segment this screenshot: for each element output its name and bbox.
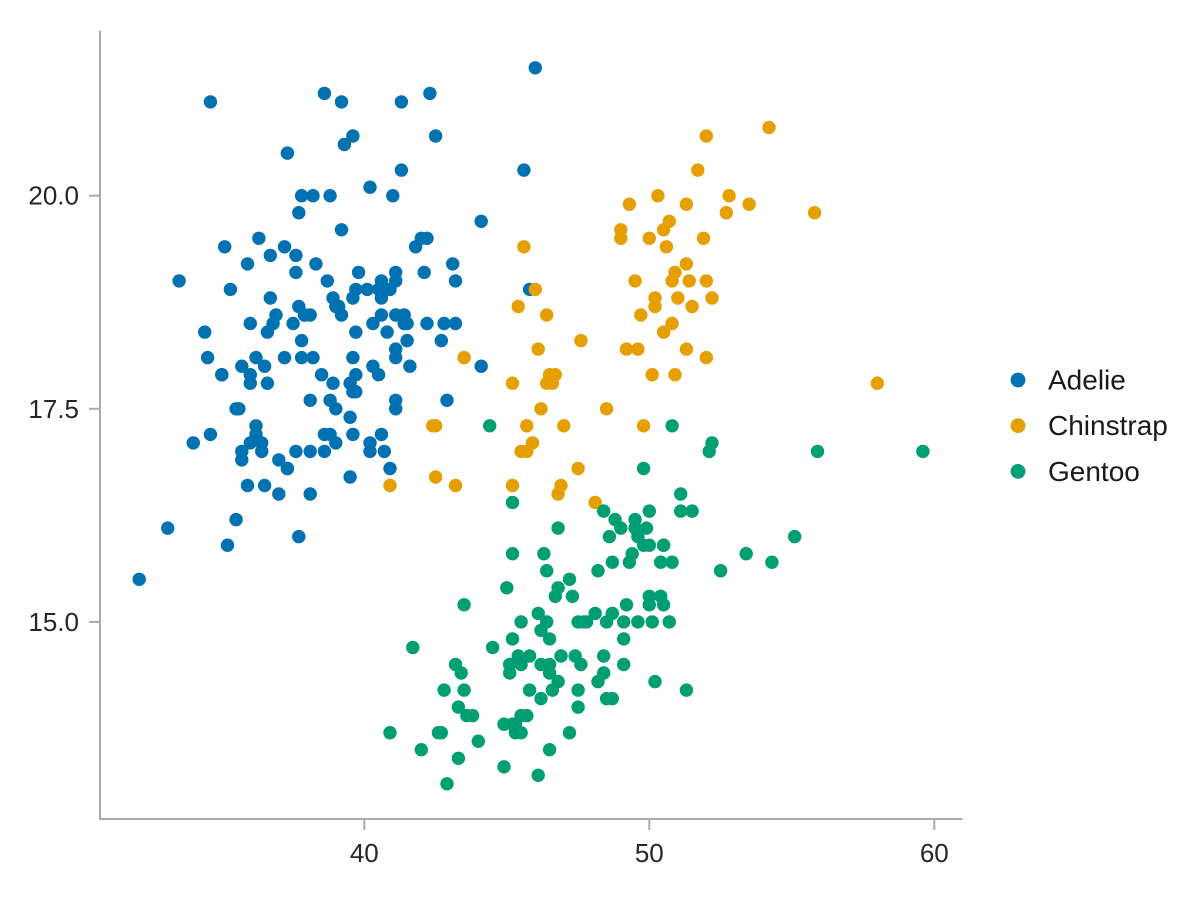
- svg-text:Chinstrap: Chinstrap: [1048, 410, 1168, 441]
- svg-text:Gentoo: Gentoo: [1048, 456, 1140, 487]
- svg-text:Adelie: Adelie: [1048, 365, 1126, 396]
- svg-text:15.0: 15.0: [28, 607, 79, 637]
- svg-text:60: 60: [920, 838, 949, 868]
- svg-text:20.0: 20.0: [28, 181, 79, 211]
- svg-text:40: 40: [350, 838, 379, 868]
- svg-text:50: 50: [635, 838, 664, 868]
- svg-text:17.5: 17.5: [28, 394, 79, 424]
